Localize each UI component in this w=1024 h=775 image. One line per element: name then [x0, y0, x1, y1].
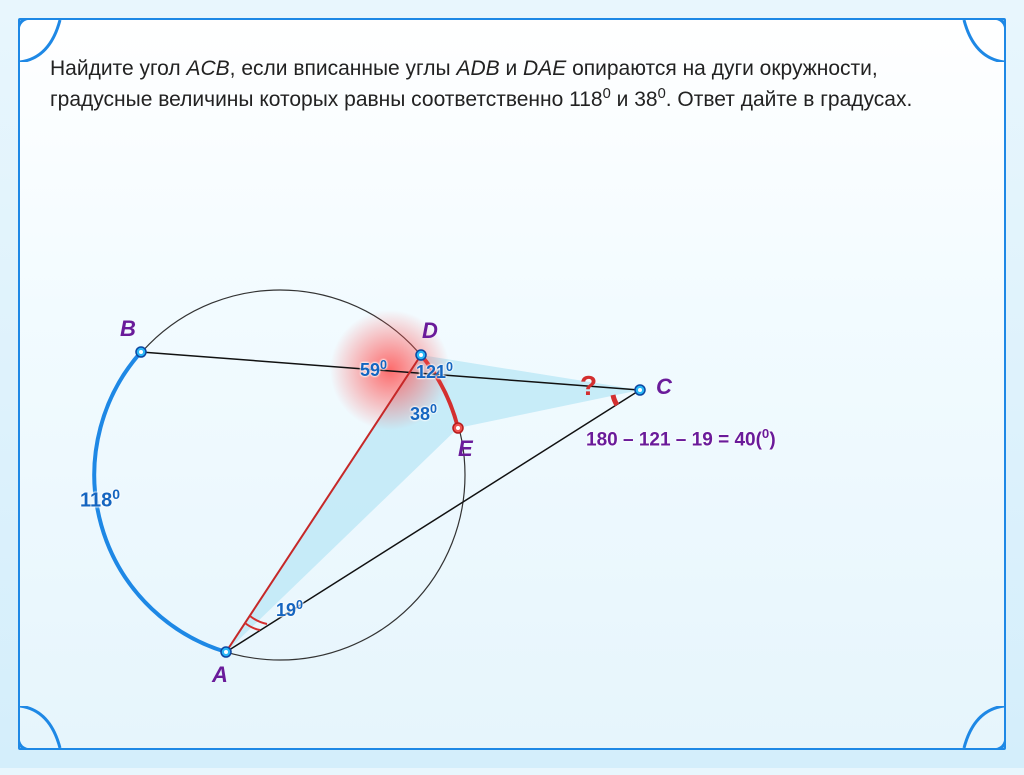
- angle-59: 590: [360, 358, 387, 381]
- angle-121: 1210: [416, 360, 453, 383]
- angle-19: 190: [276, 598, 303, 621]
- label-e: E: [458, 436, 473, 462]
- angle-c-arc: [613, 395, 617, 405]
- label-d: D: [422, 318, 438, 344]
- angle-38: 380: [410, 402, 437, 425]
- sup1: 0: [603, 86, 611, 102]
- label-c: C: [656, 374, 672, 400]
- solution-equation: 180 – 121 – 19 = 40(0): [586, 426, 776, 451]
- question-mark: ?: [580, 370, 597, 402]
- label-a: A: [212, 662, 228, 688]
- problem-part3: и: [500, 57, 523, 80]
- problem-part1: Найдите угол: [50, 57, 186, 80]
- slide-frame: Найдите угол ACB, если вписанные углы AD…: [18, 18, 1006, 750]
- geometry-diagram: B D C E A 590 1210 380 190 1180 ? 180 – …: [20, 170, 1004, 748]
- line-ad: [226, 355, 421, 652]
- label-b: B: [120, 316, 136, 342]
- angle-dae: DAE: [523, 57, 566, 80]
- angle-adb: ADB: [456, 57, 499, 80]
- problem-text: Найдите угол ACB, если вписанные углы AD…: [50, 54, 974, 116]
- sup2: 0: [658, 86, 666, 102]
- angle-acb: ACB: [186, 57, 229, 80]
- problem-part5: и 38: [611, 88, 658, 111]
- angle-118: 1180: [80, 486, 120, 513]
- diagram-svg: [20, 170, 1008, 770]
- problem-part2: , если вписанные углы: [230, 57, 457, 80]
- problem-part6: . Ответ дайте в градусах.: [666, 88, 913, 111]
